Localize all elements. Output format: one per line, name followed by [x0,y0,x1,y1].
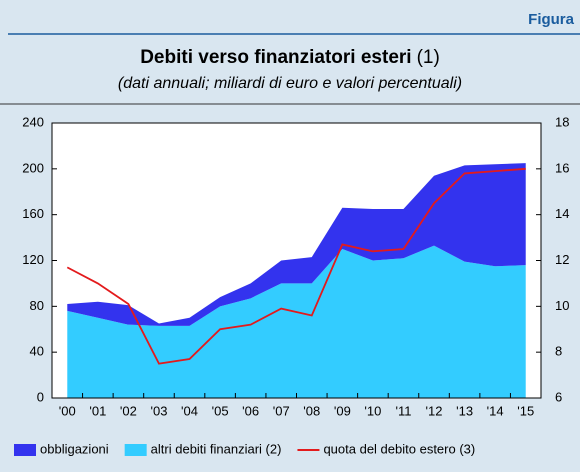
y-tick-label: 200 [22,160,44,175]
x-tick-label: '02 [120,403,137,418]
y2-tick-label: 8 [555,344,562,359]
x-tick-label: '10 [364,403,381,418]
x-tick-label: '08 [303,403,320,418]
legend-label: quota del debito estero (3) [323,441,475,456]
y-tick-label: 40 [30,344,44,359]
x-tick-label: '01 [89,403,106,418]
x-tick-label: '03 [150,403,167,418]
y2-tick-label: 16 [555,160,569,175]
x-tick-label: '00 [59,403,76,418]
y-tick-label: 0 [37,389,44,404]
x-tick-label: '06 [242,403,259,418]
x-tick-label: '04 [181,403,198,418]
y-tick-label: 80 [30,298,44,313]
chart-subtitle: (dati annuali; miliardi di euro e valori… [118,75,462,92]
y2-tick-label: 12 [555,252,569,267]
y-tick-label: 240 [22,114,44,129]
x-tick-label: '11 [395,403,411,418]
chart-title: Debiti verso finanziatori esteri (1) [140,47,440,68]
legend-swatch [14,444,36,456]
y2-tick-label: 10 [555,298,569,313]
x-tick-label: '15 [517,403,534,418]
y-tick-label: 120 [22,252,44,267]
legend-swatch [124,444,147,456]
y2-tick-label: 6 [555,389,562,404]
y-tick-label: 160 [22,206,44,221]
y2-tick-label: 14 [555,206,569,221]
line [66,167,526,365]
x-tick-label: '05 [212,403,229,418]
legend-label: altri debiti finanziari (2) [151,441,282,456]
header: Figura [528,11,574,28]
x-tick-label: '14 [487,403,504,418]
x-tick-label: '13 [456,403,473,418]
x-tick-label: '07 [273,403,290,418]
title-note: (1) [417,47,440,68]
x-tick-label: '09 [334,403,351,418]
area [67,163,526,326]
legend-label: obbligazioni [40,441,109,456]
y2-tick-label: 18 [555,114,569,129]
x-tick-label: '12 [426,403,443,418]
title-text: Debiti verso finanziatori esteri [140,47,411,68]
